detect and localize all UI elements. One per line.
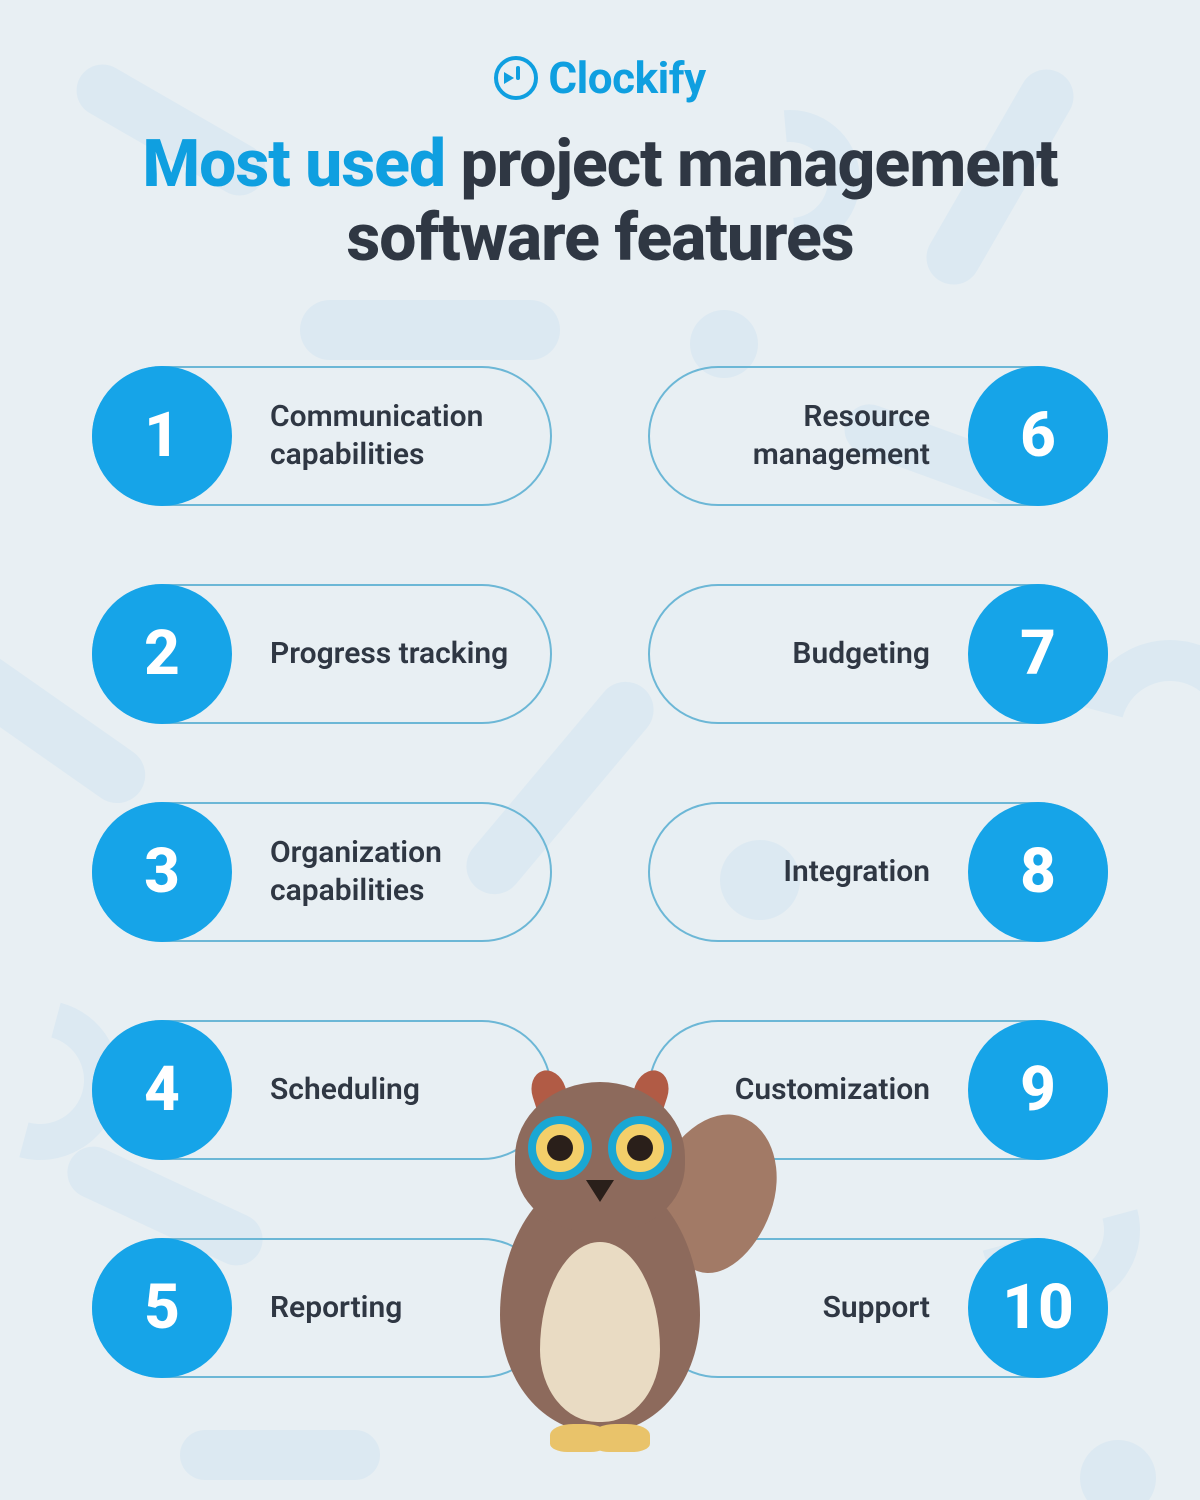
headline-rest: project management software features [346, 126, 1057, 277]
infographic-canvas: Clockify Most used project management so… [0, 0, 1200, 1500]
rank-badge: 7 [968, 584, 1108, 724]
rank-badge: 9 [968, 1020, 1108, 1160]
feature-pill-6: Resource management 6 [648, 366, 1108, 506]
rank-badge: 6 [968, 366, 1108, 506]
feature-pill-8: Integration 8 [648, 802, 1108, 942]
rank-badge: 2 [92, 584, 232, 724]
owl-mascot-icon [440, 1042, 760, 1462]
feature-pill-2: 2 Progress tracking [92, 584, 552, 724]
feature-pill-1: 1 Communication capabilities [92, 366, 552, 506]
clock-icon [494, 56, 538, 100]
rank-badge: 5 [92, 1238, 232, 1378]
brand-logo: Clockify [0, 0, 1200, 104]
rank-badge: 3 [92, 802, 232, 942]
rank-badge: 4 [92, 1020, 232, 1160]
page-title: Most used project management software fe… [50, 128, 1150, 276]
rank-badge: 8 [968, 802, 1108, 942]
headline-highlight: Most used [142, 126, 445, 203]
feature-pill-3: 3 Organization capabilities [92, 802, 552, 942]
brand-name: Clockify [548, 52, 705, 104]
rank-badge: 10 [968, 1238, 1108, 1378]
rank-badge: 1 [92, 366, 232, 506]
feature-pill-7: Budgeting 7 [648, 584, 1108, 724]
